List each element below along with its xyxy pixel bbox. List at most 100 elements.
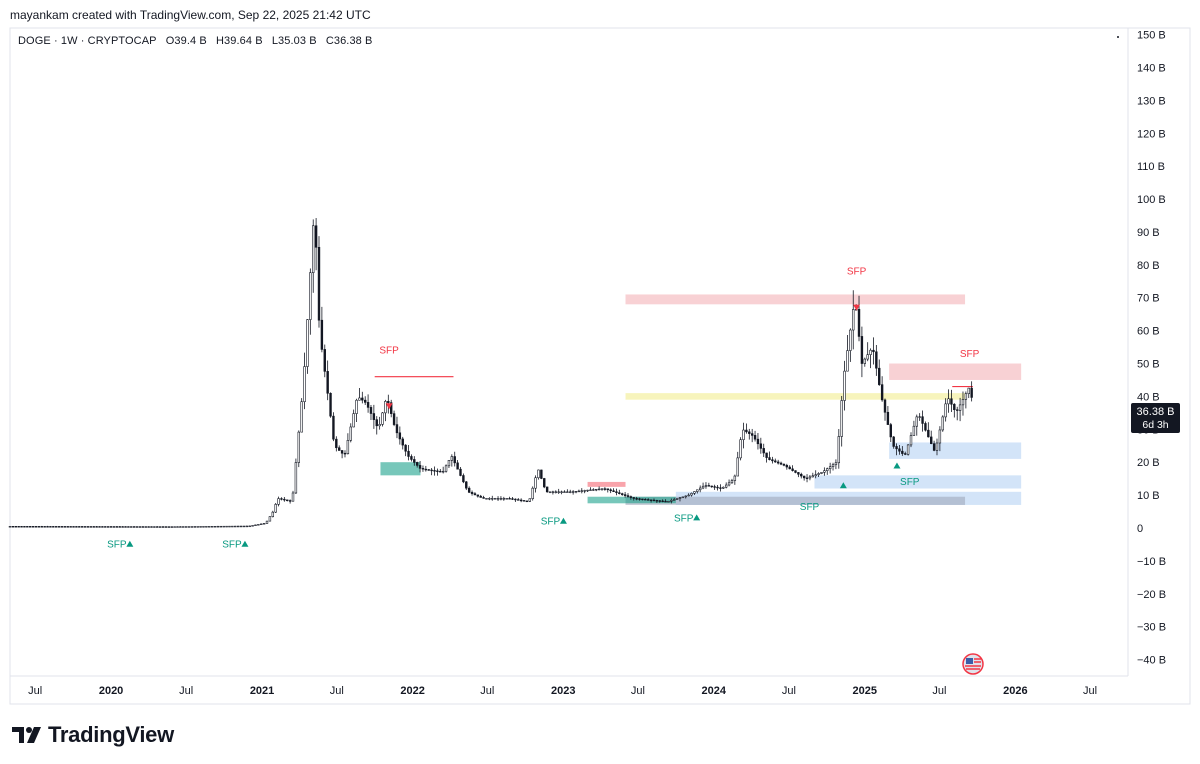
candle-body — [49, 526, 52, 528]
candle-body — [473, 493, 477, 496]
candle-body — [626, 495, 630, 497]
candle-body — [132, 526, 136, 528]
candle-body — [297, 431, 300, 463]
candle-body — [8, 526, 12, 528]
candle-body — [179, 526, 182, 528]
candle-body — [485, 498, 488, 500]
candle-body — [433, 470, 436, 472]
candle-body — [173, 526, 176, 528]
candle-body — [55, 526, 58, 528]
last-price-countdown: 6d 3h — [1142, 419, 1168, 431]
candle-body — [274, 504, 277, 513]
candle-body — [837, 436, 841, 464]
candle-body — [932, 443, 936, 451]
y-tick-label: 60 B — [1137, 326, 1160, 338]
candle-body — [115, 526, 119, 528]
candle-body — [496, 498, 500, 500]
candle-body — [802, 475, 806, 479]
candle-body — [271, 511, 274, 517]
candle-body — [196, 526, 199, 528]
candle-body — [719, 487, 722, 489]
candle-body — [672, 499, 676, 501]
candle-body — [427, 469, 430, 471]
y-axis: 150 B 140 B 130 B 120 B 110 B 100 B 90 B 80 B 70… — [1137, 30, 1166, 667]
candle-body — [141, 526, 145, 528]
candle-body — [788, 466, 791, 470]
candle-body — [713, 486, 716, 488]
candle-body — [57, 526, 61, 528]
legend-high: H39.64 B — [215, 35, 263, 47]
candle-body — [774, 460, 777, 463]
candle-body — [961, 398, 965, 406]
candle-body — [831, 464, 835, 468]
legend-open: O39.4 B — [165, 35, 207, 47]
candle-body — [580, 490, 583, 492]
zones-layer — [380, 294, 1022, 505]
candle-body — [577, 490, 581, 493]
candle-body — [378, 424, 381, 427]
sfp-label: SFP — [222, 540, 242, 551]
candle-body — [303, 366, 306, 402]
candle-body — [37, 526, 41, 528]
candle-body — [118, 526, 121, 528]
candle-body — [43, 526, 46, 528]
candle-body — [265, 520, 269, 524]
sfp-label: SFP — [900, 477, 920, 488]
candle-body — [964, 393, 968, 400]
candle-body — [364, 399, 367, 403]
candle-body — [696, 489, 699, 492]
candle-body — [722, 486, 725, 489]
candle-body — [727, 482, 731, 486]
candle-body — [208, 526, 211, 528]
candle-body — [222, 525, 225, 528]
y-tick-label: 10 B — [1137, 490, 1160, 502]
candle-body — [424, 468, 428, 471]
legend-symbol[interactable]: DOGE · 1W · CRYPTOCAP — [18, 35, 157, 47]
down-arrow-icon — [853, 304, 861, 311]
candle-body — [551, 491, 555, 493]
tradingview-brand[interactable]: TradingView — [12, 722, 174, 748]
candle-body — [467, 487, 471, 493]
candle-body — [514, 498, 517, 501]
candle-body — [40, 526, 43, 528]
candle-body — [820, 472, 823, 474]
candles-layer — [8, 218, 973, 528]
candle-body — [410, 456, 413, 460]
candle-body — [522, 500, 526, 502]
candle-body — [398, 432, 402, 440]
candle-body — [756, 438, 760, 445]
candle-body — [511, 498, 514, 500]
candle-body — [219, 525, 223, 528]
candle-body — [901, 450, 904, 454]
flag-canton — [966, 658, 973, 664]
y-tick-label: 120 B — [1137, 128, 1166, 140]
candle-body — [210, 526, 214, 528]
created-by-text: mayankam created with TradingView.com, S… — [10, 8, 371, 22]
candle-body — [387, 401, 390, 403]
candle-body — [170, 526, 173, 528]
up-arrow-icon — [839, 482, 847, 489]
candle-body — [647, 499, 650, 501]
candle-body — [800, 473, 803, 477]
candle-body — [343, 452, 347, 455]
candle-body — [340, 450, 344, 454]
candle-body — [338, 447, 341, 451]
candle-body — [202, 526, 205, 528]
zone-bear_block — [587, 481, 626, 487]
candle-body — [184, 526, 188, 528]
candle-body — [589, 489, 592, 491]
candle-body — [332, 415, 335, 440]
dot-icon — [1117, 36, 1119, 38]
us-flag-icon[interactable] — [962, 653, 984, 675]
x-tick-label: Jul — [330, 685, 344, 697]
candle-body — [664, 500, 667, 503]
candle-body — [66, 526, 69, 528]
candle-body — [29, 526, 32, 528]
candle-body — [109, 526, 113, 528]
candle-body — [782, 463, 786, 466]
candle-body — [144, 526, 147, 528]
candle-body — [225, 525, 228, 528]
y-tick-label: −30 B — [1137, 622, 1166, 634]
brand-name: TradingView — [48, 722, 174, 747]
